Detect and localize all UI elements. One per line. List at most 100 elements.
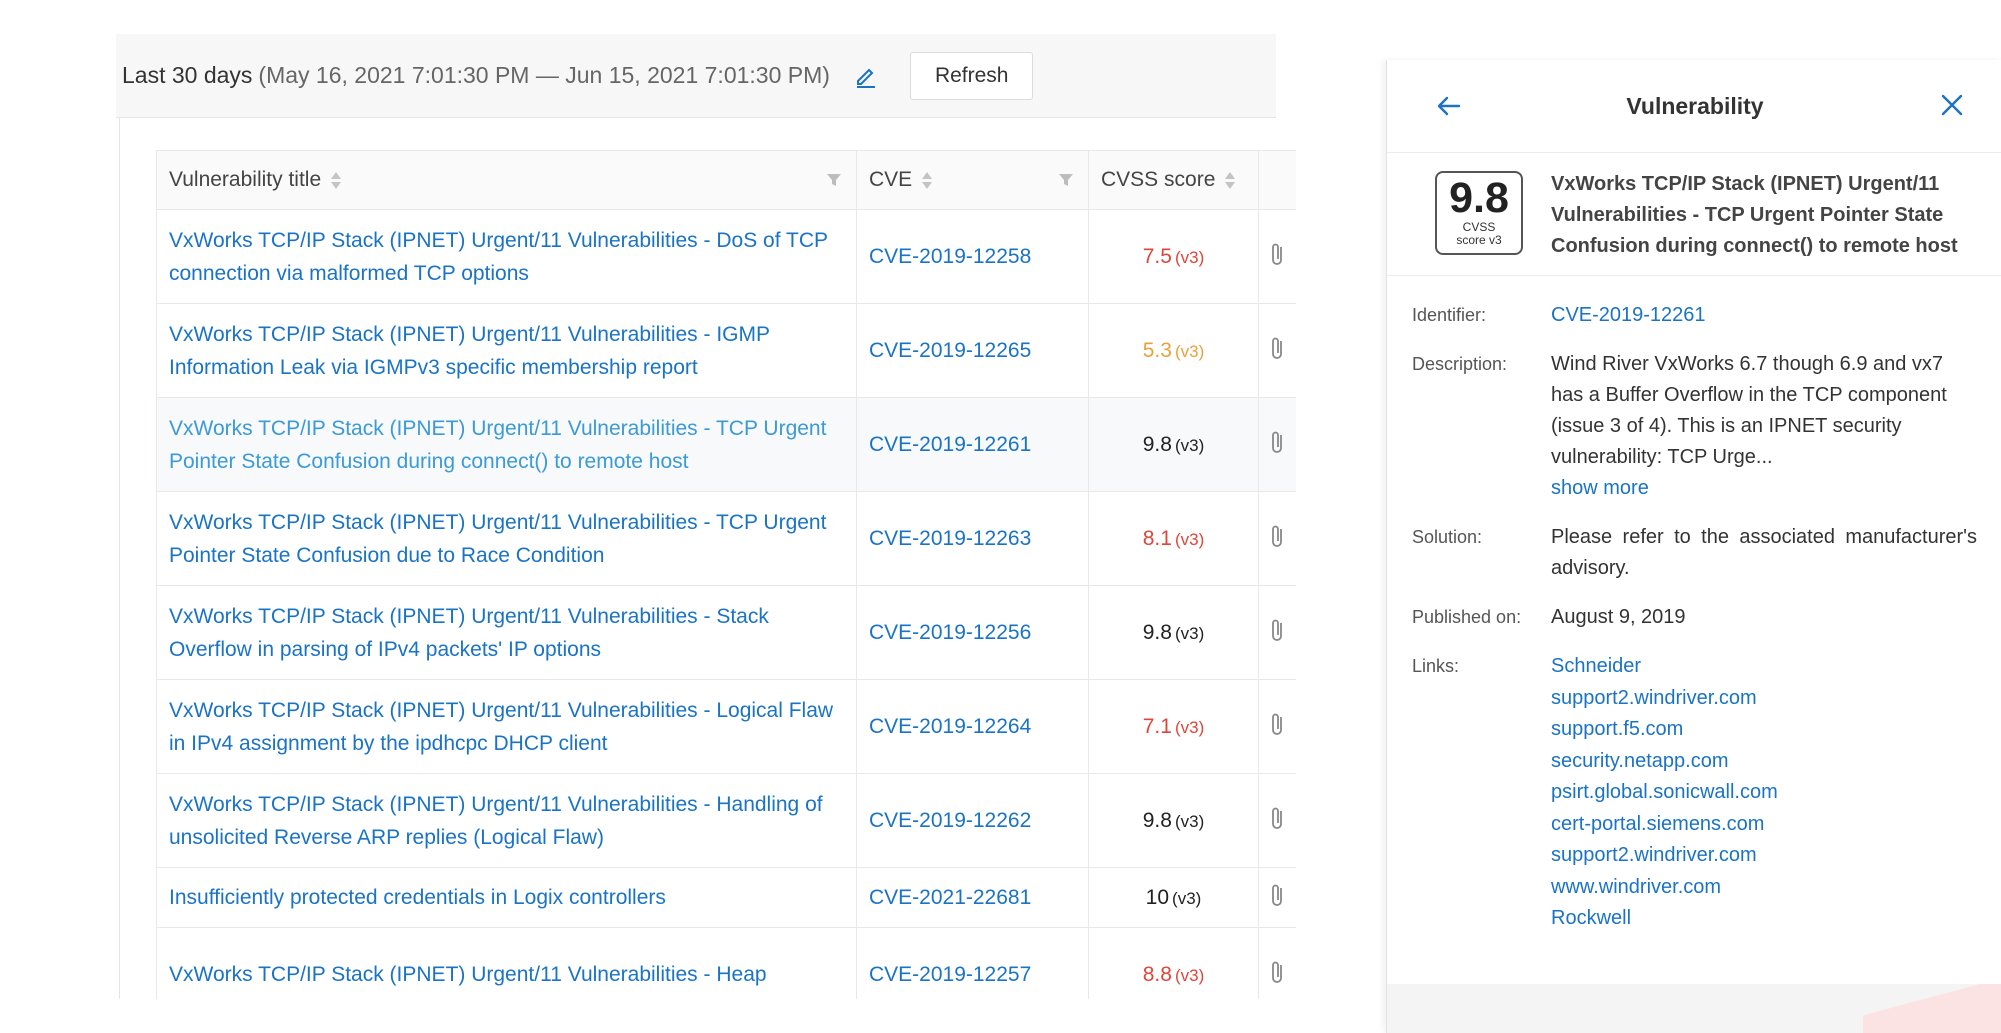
- paperclip-icon[interactable]: [1271, 429, 1285, 455]
- cve-link[interactable]: CVE-2019-12261: [869, 432, 1032, 456]
- sort-icon[interactable]: [1225, 171, 1236, 189]
- reference-link[interactable]: security.netapp.com: [1551, 749, 1729, 772]
- arrow-left-icon[interactable]: [1435, 92, 1463, 120]
- paperclip-icon[interactable]: [1271, 335, 1285, 361]
- filter-icon[interactable]: [1058, 172, 1074, 188]
- reference-link[interactable]: Rockwell: [1551, 907, 1632, 929]
- cve-link[interactable]: CVE-2019-12265: [869, 338, 1032, 362]
- reference-link[interactable]: support2.windriver.com: [1551, 844, 1757, 866]
- cell-attachment: [1258, 927, 1296, 999]
- vulnerability-title-link[interactable]: Insufficiently protected credentials in …: [169, 886, 666, 909]
- cve-link[interactable]: CVE-2019-12256: [869, 620, 1032, 644]
- table-row[interactable]: VxWorks TCP/IP Stack (IPNET) Urgent/11 V…: [156, 585, 1296, 680]
- cve-link[interactable]: CVE-2019-12263: [869, 526, 1032, 550]
- published-label: Published on:: [1412, 607, 1522, 627]
- paperclip-icon[interactable]: [1271, 882, 1285, 908]
- table-row[interactable]: VxWorks TCP/IP Stack (IPNET) Urgent/11 V…: [156, 927, 1296, 999]
- column-header-title[interactable]: Vulnerability title: [156, 150, 857, 210]
- cve-link[interactable]: CVE-2019-12264: [869, 714, 1032, 738]
- cve-link[interactable]: CVE-2021-22681: [869, 885, 1032, 909]
- cvss-version: (v3): [1174, 623, 1205, 643]
- cell-cve: CVE-2019-12257: [856, 927, 1089, 999]
- cve-link[interactable]: CVE-2019-12258: [869, 244, 1032, 268]
- vulnerability-title-link[interactable]: VxWorks TCP/IP Stack (IPNET) Urgent/11 V…: [169, 228, 828, 285]
- reference-link[interactable]: support.f5.com: [1551, 718, 1684, 740]
- cell-title: VxWorks TCP/IP Stack (IPNET) Urgent/11 V…: [156, 585, 857, 680]
- vulnerability-summary: 9.8 CVSS score v3 VxWorks TCP/IP Stack (…: [1387, 153, 2001, 276]
- vulnerability-details: Identifier: CVE-2019-12261 Description: …: [1412, 300, 1977, 953]
- vulnerability-title-link[interactable]: VxWorks TCP/IP Stack (IPNET) Urgent/11 V…: [169, 792, 823, 849]
- sort-icon[interactable]: [922, 171, 933, 189]
- vulnerability-detail-panel: Vulnerability 9.8 CVSS score v3 VxWorks …: [1386, 60, 2001, 1033]
- table-row[interactable]: VxWorks TCP/IP Stack (IPNET) Urgent/11 V…: [156, 679, 1296, 774]
- cell-attachment: [1258, 679, 1296, 774]
- cell-attachment: [1258, 303, 1296, 398]
- cell-attachment: [1258, 867, 1296, 928]
- table-row[interactable]: VxWorks TCP/IP Stack (IPNET) Urgent/11 V…: [156, 303, 1296, 398]
- paperclip-icon[interactable]: [1271, 959, 1285, 985]
- cell-attachment: [1258, 585, 1296, 680]
- column-header-score[interactable]: CVSS score: [1088, 150, 1259, 210]
- vulnerability-title-link[interactable]: VxWorks TCP/IP Stack (IPNET) Urgent/11 V…: [169, 416, 827, 473]
- vulnerability-title-link[interactable]: VxWorks TCP/IP Stack (IPNET) Urgent/11 V…: [169, 510, 827, 567]
- table-row[interactable]: VxWorks TCP/IP Stack (IPNET) Urgent/11 V…: [156, 491, 1296, 586]
- date-range-toolbar: Last 30 days (May 16, 2021 7:01:30 PM — …: [116, 34, 1276, 118]
- cell-attachment: [1258, 491, 1296, 586]
- cell-cve: CVE-2019-12265: [856, 303, 1089, 398]
- cvss-score: 9.8: [1142, 808, 1172, 832]
- close-icon[interactable]: [1939, 92, 1965, 118]
- cve-link[interactable]: CVE-2019-12257: [869, 962, 1032, 986]
- detail-links: Links: Schneider support2.windriver.com su…: [1412, 651, 1977, 935]
- cvss-version: (v3): [1174, 965, 1205, 985]
- reference-link[interactable]: psirt.global.sonicwall.com: [1551, 781, 1778, 803]
- cell-title: VxWorks TCP/IP Stack (IPNET) Urgent/11 V…: [156, 303, 857, 398]
- cell-score: 9.8 (v3): [1088, 397, 1259, 492]
- panel-footer: [1387, 984, 2001, 1033]
- show-more-link[interactable]: show more: [1551, 477, 1649, 499]
- cve-link[interactable]: CVE-2019-12262: [869, 808, 1032, 832]
- refresh-button[interactable]: Refresh: [909, 51, 1034, 100]
- vulnerability-title-link[interactable]: VxWorks TCP/IP Stack (IPNET) Urgent/11 V…: [169, 322, 770, 379]
- detail-identifier: Identifier: CVE-2019-12261: [1412, 300, 1977, 331]
- reference-link[interactable]: support2.windriver.com: [1551, 686, 1757, 709]
- reference-link[interactable]: cert-portal.siemens.com: [1551, 812, 1765, 835]
- identifier-link[interactable]: CVE-2019-12261: [1551, 304, 1706, 326]
- column-header-cve[interactable]: CVE: [856, 150, 1089, 210]
- sort-icon[interactable]: [331, 171, 342, 189]
- column-cve-label: CVE: [869, 168, 913, 191]
- vulnerability-summary-title: VxWorks TCP/IP Stack (IPNET) Urgent/11 V…: [1551, 173, 1958, 257]
- filter-icon[interactable]: [826, 172, 842, 188]
- cell-title: VxWorks TCP/IP Stack (IPNET) Urgent/11 V…: [156, 773, 857, 868]
- cvss-score: 5.3: [1142, 338, 1172, 362]
- reference-link[interactable]: Schneider: [1551, 655, 1642, 677]
- table-row[interactable]: VxWorks TCP/IP Stack (IPNET) Urgent/11 V…: [156, 209, 1296, 304]
- cell-score: 8.8 (v3): [1088, 927, 1259, 999]
- paperclip-icon[interactable]: [1271, 711, 1285, 737]
- solution-text: Please refer to the associated manufactu…: [1551, 526, 1977, 579]
- paperclip-icon[interactable]: [1271, 617, 1285, 643]
- cvss-score: 9.8: [1142, 432, 1172, 456]
- cvss-caption-version: score v3: [1456, 233, 1502, 247]
- table-row[interactable]: VxWorks TCP/IP Stack (IPNET) Urgent/11 V…: [156, 773, 1296, 868]
- table-row[interactable]: Insufficiently protected credentials in …: [156, 867, 1296, 928]
- cvss-version: (v3): [1174, 717, 1205, 737]
- cvss-score: 8.8: [1142, 962, 1172, 986]
- cell-attachment: [1258, 209, 1296, 304]
- vulnerability-table: Vulnerability title CVE: [156, 150, 1296, 999]
- cvss-version: (v3): [1174, 811, 1205, 831]
- paperclip-icon[interactable]: [1271, 523, 1285, 549]
- cell-attachment: [1258, 397, 1296, 492]
- pencil-icon[interactable]: [852, 62, 880, 90]
- reference-link[interactable]: www.windriver.com: [1551, 875, 1722, 898]
- table-row[interactable]: VxWorks TCP/IP Stack (IPNET) Urgent/11 V…: [156, 397, 1296, 492]
- panel-header: Vulnerability: [1387, 60, 2001, 153]
- paperclip-icon[interactable]: [1271, 805, 1285, 831]
- cell-score: 9.8 (v3): [1088, 585, 1259, 680]
- vulnerability-title-link[interactable]: VxWorks TCP/IP Stack (IPNET) Urgent/11 V…: [169, 604, 769, 661]
- paperclip-icon[interactable]: [1271, 241, 1285, 267]
- cell-score: 5.3 (v3): [1088, 303, 1259, 398]
- vulnerability-title-link[interactable]: VxWorks TCP/IP Stack (IPNET) Urgent/11 V…: [169, 963, 767, 986]
- vulnerability-title-link[interactable]: VxWorks TCP/IP Stack (IPNET) Urgent/11 V…: [169, 698, 834, 755]
- cvss-score: 7.1: [1142, 714, 1172, 738]
- cell-cve: CVE-2019-12263: [856, 491, 1089, 586]
